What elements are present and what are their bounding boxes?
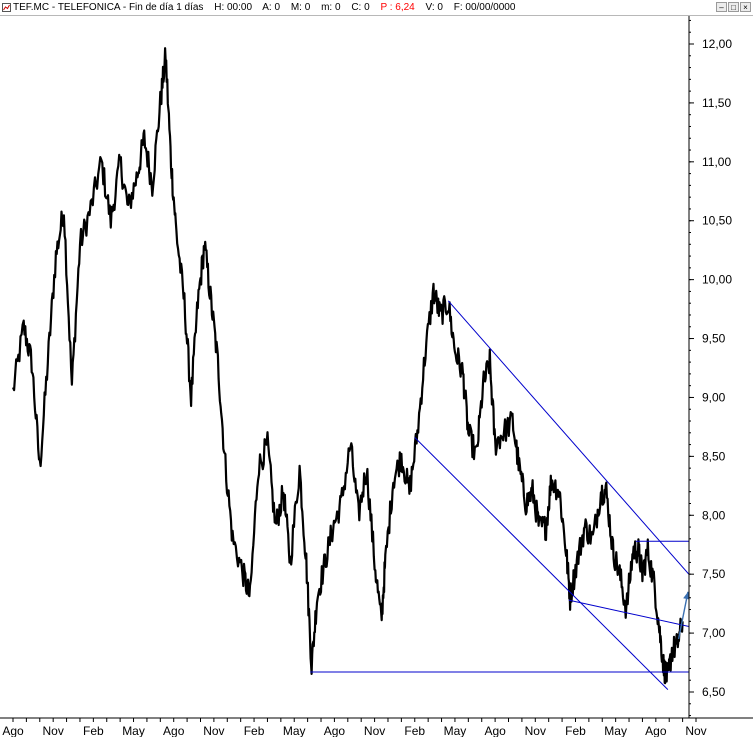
- title-hour: H: 00:00: [214, 2, 253, 13]
- x-tick-label: Nov: [43, 724, 64, 737]
- trendline[interactable]: [414, 437, 669, 690]
- title-volume: V: 0: [425, 2, 443, 13]
- x-tick-label: May: [283, 724, 306, 737]
- trendlines: [310, 300, 702, 690]
- trendline[interactable]: [447, 300, 692, 578]
- window-titlebar: TEF.MC - TELEFONICA - Fin de día 1 días …: [0, 0, 753, 16]
- title-open: A: 0: [262, 2, 281, 13]
- title-max: M: 0: [290, 2, 311, 13]
- maximize-button[interactable]: □: [728, 2, 739, 12]
- plot-area: [11, 47, 684, 685]
- y-tick-label: 9,50: [702, 332, 726, 346]
- y-tick-label: 10,50: [702, 214, 732, 228]
- title-close: C: 0: [351, 2, 370, 13]
- price-chart[interactable]: 12,00 11,50 11,00 10,50 10,00 9,50 9,00 8,50 8,0…: [0, 16, 753, 737]
- x-tick-label: Nov: [525, 724, 546, 737]
- x-tick-label: May: [604, 724, 627, 737]
- window-title: TEF.MC - TELEFONICA - Fin de día 1 días …: [13, 0, 515, 15]
- y-axis: 12,00 11,50 11,00 10,50 10,00 9,50 9,00 8,50 8,0…: [689, 19, 732, 717]
- x-tick-label: May: [122, 724, 145, 737]
- projection-arrow[interactable]: [687, 591, 700, 657]
- chart-window-icon: [2, 3, 11, 12]
- projection-arrow[interactable]: [677, 591, 689, 640]
- y-tick-label: 8,50: [702, 449, 726, 463]
- y-tick-label: 12,00: [702, 37, 732, 51]
- x-tick-label: Nov: [203, 724, 224, 737]
- y-tick-label: 11,00: [702, 155, 731, 169]
- x-axis: Ago Nov Feb May Ago Nov Feb May Ago Nov Feb May Ago N…: [2, 718, 707, 737]
- trendline[interactable]: [568, 599, 692, 628]
- price-series-line: [11, 47, 684, 685]
- window-buttons: – □ ×: [716, 2, 751, 12]
- x-tick-label: Ago: [163, 724, 185, 737]
- x-tick-label: Feb: [565, 724, 586, 737]
- x-tick-label: Ago: [324, 724, 346, 737]
- title-date: F: 00/00/0000: [453, 2, 516, 13]
- x-tick-label: Nov: [364, 724, 385, 737]
- x-tick-label: Feb: [83, 724, 104, 737]
- y-tick-label: 7,00: [702, 626, 726, 640]
- title-symbol: TEF.MC - TELEFONICA - Fin de día 1 días: [13, 2, 204, 13]
- x-tick-label: Ago: [484, 724, 506, 737]
- x-tick-label: Ago: [645, 724, 667, 737]
- y-tick-label: 8,00: [702, 508, 726, 522]
- x-tick-label: Feb: [244, 724, 265, 737]
- arrow-head: [683, 591, 689, 600]
- title-min: m: 0: [321, 2, 341, 13]
- y-tick-label: 10,00: [702, 273, 732, 287]
- x-tick-label: Ago: [2, 724, 24, 737]
- y-tick-label: 9,00: [702, 390, 726, 404]
- y-tick-label: 6,50: [702, 685, 726, 699]
- arrow-head: [695, 649, 702, 657]
- x-tick-label: Feb: [404, 724, 425, 737]
- close-button[interactable]: ×: [740, 2, 751, 12]
- y-tick-label: 7,50: [702, 567, 726, 581]
- title-price: P : 6,24: [380, 2, 415, 13]
- x-tick-label: Nov: [685, 724, 706, 737]
- minimize-button[interactable]: –: [716, 2, 727, 12]
- y-tick-label: 11,50: [702, 96, 731, 110]
- x-tick-label: May: [444, 724, 467, 737]
